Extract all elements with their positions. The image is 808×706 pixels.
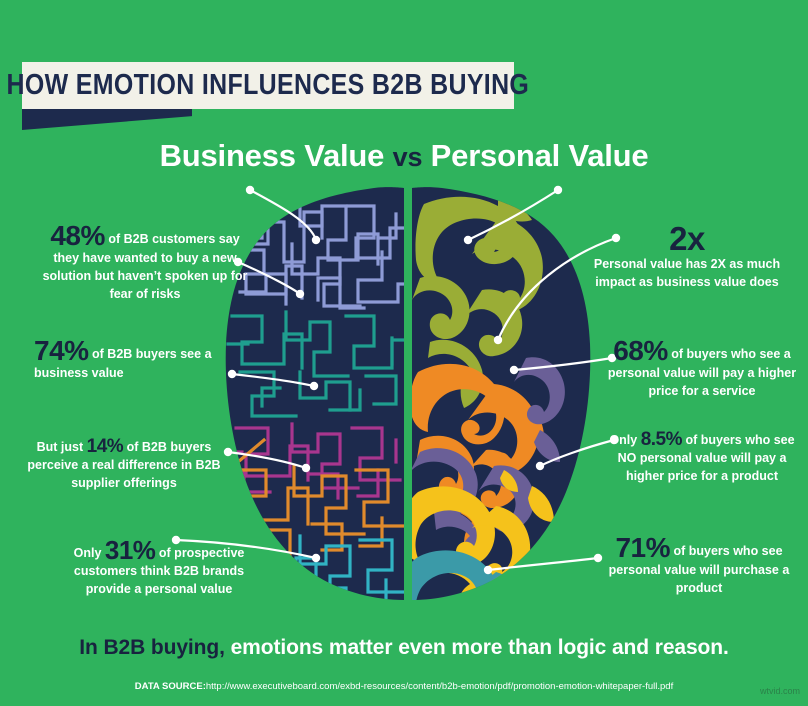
stat-prefix-85: Only (609, 433, 641, 447)
stat-text-48: of B2B customers say they have wanted to… (42, 232, 248, 301)
stat-block-48: 48% of B2B customers say they have wante… (38, 222, 252, 303)
stat-block-71: 71% of buyers who see personal value wil… (596, 534, 802, 598)
stat-value-85: 8.5% (640, 429, 683, 450)
subtitle-vs-text: vs (392, 142, 423, 172)
right-brain-half (412, 187, 591, 600)
stat-prefix-31: Only (73, 546, 105, 560)
page-title: HOW EMOTION INFLUENCES B2B BUYING (6, 69, 530, 101)
data-source-label: DATA SOURCE: (134, 681, 206, 692)
left-brain-half (225, 187, 404, 600)
stat-block-14: But just 14% of B2B buyers perceive a re… (14, 437, 234, 492)
stat-value-14: 14% (86, 436, 124, 457)
stat-text-71: of buyers who see personal value will pu… (608, 544, 790, 595)
tagline: In B2B buying, emotions matter even more… (0, 636, 808, 660)
tagline-dark-text: In B2B buying, (79, 636, 225, 659)
stat-text-85: of buyers who see NO personal value will… (617, 433, 795, 483)
connector-dots (171, 185, 621, 575)
stat-text-74: of B2B buyers see a business value (34, 347, 212, 380)
stat-value-68: 68% (613, 335, 668, 366)
stat-text-68: of buyers who see a personal value will … (607, 347, 797, 398)
stat-block-85: Only 8.5% of buyers who see NO personal … (602, 430, 802, 485)
subtitle-left-text: Business Value (159, 138, 393, 173)
stat-block-31: Only 31% of prospective customers think … (56, 537, 262, 599)
stat-value-48: 48% (50, 220, 105, 251)
stat-text-2x: Personal value has 2X as much impact as … (593, 257, 781, 289)
data-source-line: DATA SOURCE:http://www.executiveboard.co… (0, 681, 808, 692)
stat-value-74: 74% (34, 335, 89, 366)
stat-block-2x: 2x Personal value has 2X as much impact a… (580, 222, 794, 292)
subtitle-right-text: Personal Value (422, 138, 649, 173)
watermark: wtvid.com (759, 686, 800, 696)
connector-lines (175, 189, 617, 572)
stat-text-31: of prospective customers think B2B brand… (73, 546, 245, 596)
stat-value-2x-wrap: 2x (580, 222, 794, 255)
data-source-url[interactable]: http://www.executiveboard.com/exbd-resou… (205, 681, 674, 692)
subtitle: Business Value vs Personal Value (0, 138, 808, 174)
stat-block-74: 74% of B2B buyers see a business value (34, 337, 240, 383)
title-banner: HOW EMOTION INFLUENCES B2B BUYING (7, 62, 529, 109)
stat-value-71: 71% (615, 532, 670, 563)
stat-block-68: 68% of buyers who see a personal value w… (600, 337, 804, 401)
stat-value-2x: 2x (669, 220, 705, 257)
stat-value-31: 31% (104, 535, 156, 565)
stat-text-14: of B2B buyers perceive a real difference… (27, 440, 221, 490)
stat-prefix-14: But just (36, 440, 87, 454)
tagline-light-text: emotions matter even more than logic and… (224, 636, 729, 659)
